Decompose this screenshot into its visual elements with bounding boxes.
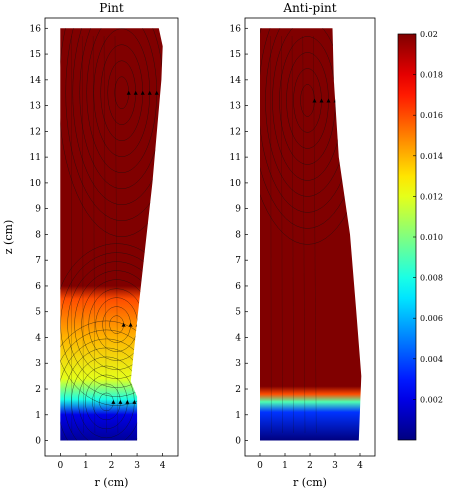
x-axis-label: r (cm) bbox=[293, 476, 327, 489]
y-tick-label: 7 bbox=[35, 256, 41, 266]
colorbar-tick-label: 0.010 bbox=[420, 233, 443, 242]
streamline-arrow bbox=[147, 90, 152, 95]
streamline-arrow bbox=[133, 90, 138, 95]
x-tick-label: 4 bbox=[160, 461, 166, 471]
colorbar-tick-label: 0.012 bbox=[420, 192, 443, 201]
y-tick-label: 12 bbox=[30, 127, 41, 137]
streamline-arrow bbox=[128, 322, 133, 327]
x-tick-label: 3 bbox=[134, 461, 140, 471]
streamline bbox=[82, 36, 84, 433]
y-tick-label: 2 bbox=[235, 385, 241, 395]
y-tick-label: 0 bbox=[35, 437, 41, 447]
streamline-arrow bbox=[132, 399, 137, 404]
y-tick-label: 8 bbox=[235, 230, 241, 240]
y-tick-label: 14 bbox=[30, 76, 42, 86]
colorbar-tick-label: 0.014 bbox=[420, 152, 443, 161]
streamline bbox=[302, 36, 306, 433]
streamline-arrow bbox=[125, 399, 130, 404]
streamline-arrow bbox=[140, 90, 145, 95]
streamline bbox=[60, 28, 163, 237]
colorbar-tick-label: 0.018 bbox=[420, 71, 443, 80]
x-tick-label: 2 bbox=[307, 461, 313, 471]
y-tick-label: 2 bbox=[35, 385, 41, 395]
y-tick-label: 14 bbox=[230, 76, 242, 86]
streamline-arrow bbox=[126, 90, 131, 95]
streamline bbox=[92, 36, 96, 433]
velocity-field bbox=[260, 28, 362, 441]
y-tick-label: 9 bbox=[235, 205, 241, 215]
streamline-arrow bbox=[183, 91, 187, 95]
streamline-arrow bbox=[312, 98, 317, 103]
y-tick-label: 1 bbox=[35, 411, 41, 421]
y-tick-label: 16 bbox=[30, 24, 42, 34]
velocity-field bbox=[60, 28, 163, 441]
y-tick-label: 5 bbox=[235, 308, 241, 318]
y-tick-label: 3 bbox=[35, 359, 41, 369]
y-tick-label: 6 bbox=[235, 282, 241, 292]
y-axis-label: z (cm) bbox=[2, 220, 15, 254]
y-tick-label: 8 bbox=[35, 230, 41, 240]
x-tick-label: 1 bbox=[282, 461, 288, 471]
streamline-arrow bbox=[326, 98, 331, 103]
y-tick-label: 4 bbox=[235, 333, 241, 343]
colorbar-tick-label: 0.004 bbox=[420, 355, 443, 364]
y-tick-label: 10 bbox=[30, 179, 42, 189]
streamline bbox=[60, 320, 163, 441]
panel-title: Anti-pint bbox=[282, 1, 336, 15]
streamline bbox=[291, 36, 294, 433]
x-axis-label: r (cm) bbox=[95, 476, 129, 489]
colorbar-tick-label: 0.016 bbox=[420, 111, 443, 120]
y-tick-label: 15 bbox=[30, 50, 42, 60]
x-tick-label: 3 bbox=[332, 461, 338, 471]
streamline-arrow bbox=[319, 98, 324, 103]
colorbar-tick-label: 0.008 bbox=[420, 274, 443, 283]
colorbar-tick-label: 0.02 bbox=[420, 30, 438, 39]
streamline bbox=[260, 28, 362, 245]
streamline bbox=[260, 28, 362, 229]
y-tick-label: 15 bbox=[230, 50, 242, 60]
x-tick-label: 2 bbox=[109, 461, 115, 471]
y-tick-label: 11 bbox=[30, 153, 41, 163]
streamline-arrow bbox=[121, 322, 126, 327]
y-tick-label: 0 bbox=[235, 437, 241, 447]
streamline bbox=[270, 36, 272, 433]
streamline bbox=[103, 36, 107, 433]
y-tick-label: 13 bbox=[30, 102, 42, 112]
colorbar-tick-label: 0.002 bbox=[420, 395, 443, 404]
y-tick-label: 11 bbox=[230, 153, 241, 163]
x-tick-label: 4 bbox=[357, 461, 363, 471]
streamline-arrow bbox=[111, 399, 116, 404]
y-tick-label: 7 bbox=[235, 256, 241, 266]
y-tick-label: 16 bbox=[230, 24, 242, 34]
colorbar: 0.002 0.004 0.006 0.008 0.010 0.012 0.014 0.016… bbox=[397, 30, 443, 441]
colorbar-tick-label: 0.006 bbox=[420, 314, 443, 323]
streamline bbox=[114, 36, 119, 433]
x-tick-label: 0 bbox=[57, 461, 63, 471]
y-tick-label: 9 bbox=[35, 205, 41, 215]
streamline-arrow bbox=[154, 90, 159, 95]
y-tick-label: 4 bbox=[35, 333, 41, 343]
y-tick-label: 5 bbox=[35, 308, 41, 318]
y-tick-label: 10 bbox=[230, 179, 242, 189]
streamline bbox=[281, 36, 283, 433]
streamline bbox=[71, 36, 73, 433]
streamline bbox=[72, 28, 163, 205]
y-tick-label: 3 bbox=[235, 359, 241, 369]
streamline bbox=[65, 28, 163, 221]
streamline-arrow bbox=[118, 399, 123, 404]
panel-title: Pint bbox=[99, 1, 124, 15]
y-tick-label: 13 bbox=[230, 102, 242, 112]
x-tick-label: 1 bbox=[83, 461, 89, 471]
streamline bbox=[313, 36, 317, 433]
y-tick-label: 1 bbox=[235, 411, 241, 421]
y-tick-label: 6 bbox=[35, 282, 41, 292]
y-tick-label: 12 bbox=[230, 127, 241, 137]
x-tick-label: 0 bbox=[257, 461, 263, 471]
